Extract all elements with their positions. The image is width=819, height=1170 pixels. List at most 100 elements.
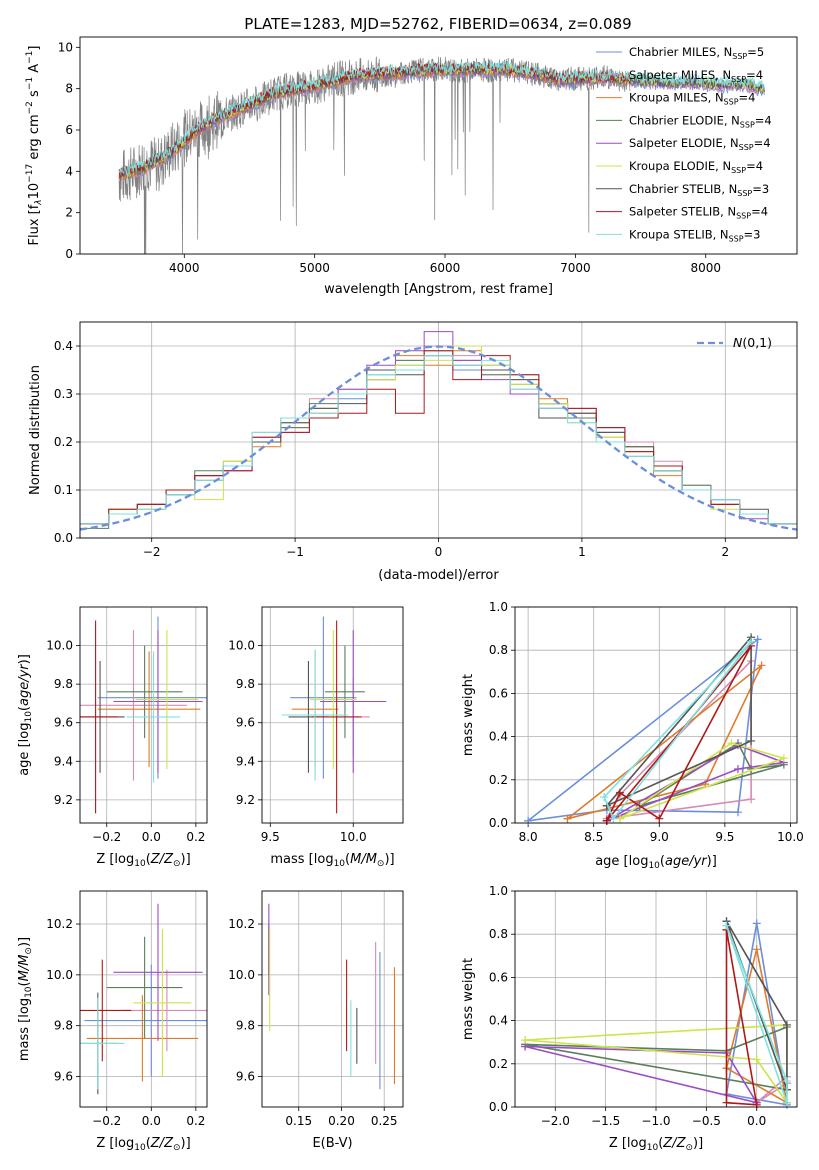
x-tick-label: 8000 xyxy=(690,261,721,275)
errorbar-kroupa-elodie xyxy=(133,929,192,1077)
weight-marker xyxy=(747,795,756,804)
legend-entry: Salpeter MILES, NSSP=4 xyxy=(629,68,763,84)
y-tick-label: 9.6 xyxy=(236,1070,255,1084)
histogram-chabrier-miles xyxy=(80,355,797,538)
axes-frame xyxy=(79,890,208,1108)
x-axis-label: Z [log10(Z/Z⊙)] xyxy=(96,1136,190,1153)
x-axis-label: wavelength [Angstrom, rest frame] xyxy=(324,282,553,297)
y-tick-label: 0.0 xyxy=(489,816,508,830)
y-tick-label: 0.0 xyxy=(489,1100,508,1114)
weight-marker xyxy=(782,1020,791,1029)
weight-marker xyxy=(747,637,756,646)
histogram-chabrier-elodie xyxy=(80,350,797,538)
y-tick-label: 0.3 xyxy=(54,387,73,401)
weight-marker xyxy=(722,921,731,930)
legend-entry: Salpeter ELODIE, NSSP=4 xyxy=(629,136,771,152)
model-spectrum-line xyxy=(118,60,765,175)
errorbar-kroupa-stelib xyxy=(126,651,181,783)
y-tick-label: 9.6 xyxy=(54,716,73,730)
weight-line-chabrier-miles xyxy=(524,635,762,825)
weight-marker xyxy=(615,788,624,797)
weight-marker xyxy=(722,1098,731,1107)
y-tick-label: 9.8 xyxy=(54,677,73,691)
x-tick-label: 0.15 xyxy=(285,1114,312,1128)
y-tick-label: 10.2 xyxy=(46,917,73,931)
weight-marker xyxy=(782,1098,791,1107)
x-tick-label: 8.5 xyxy=(584,830,603,844)
errorbar-chabrier-miles xyxy=(84,964,207,1077)
x-tick-label: 5000 xyxy=(299,261,330,275)
errorbar-salpeter-elodie xyxy=(113,903,203,1041)
y-axis-label: Flux [fλ10−17 erg cm−2 s−1 A−1] xyxy=(25,46,44,246)
errorbar-salpeter-elodie xyxy=(320,630,387,773)
y-axis-label: Normed distribution xyxy=(28,365,43,495)
y-tick-label: 10 xyxy=(58,40,73,54)
y-tick-label: 10.0 xyxy=(46,968,73,982)
x-axis-label: Z [log10(Z/Z⊙)] xyxy=(96,852,190,869)
y-tick-label: 10.0 xyxy=(228,968,255,982)
errorbar-chabrier-elodie xyxy=(106,645,183,739)
errorbar-salpeter-stelib xyxy=(311,620,362,814)
panel-spectrum: 4000 5000 6000 7000 8000 0 2 4 6 8 10 wavelength [A… xyxy=(25,36,798,297)
y-tick-label: 0.1 xyxy=(54,483,73,497)
weight-line-kroupa-miles xyxy=(563,661,766,823)
weight-marker xyxy=(609,814,618,823)
weight-marker xyxy=(521,1036,530,1045)
x-axis-label: (data-model)/error xyxy=(378,568,499,583)
y-tick-label: 9.8 xyxy=(236,1019,255,1033)
y-tick-label: 0.2 xyxy=(54,435,73,449)
x-tick-label: 0.0 xyxy=(142,1114,161,1128)
y-tick-label: 1.0 xyxy=(489,600,508,614)
x-tick-label: −1.5 xyxy=(591,1114,620,1128)
axes-frame xyxy=(79,321,798,539)
gaussian-curve xyxy=(80,345,797,531)
histogram-chabrier-stelib xyxy=(80,355,797,538)
histogram-salpeter-elodie xyxy=(80,331,797,538)
weight-marker xyxy=(733,765,742,773)
weight-marker xyxy=(602,816,611,825)
weight-line-salpeter-elodie xyxy=(521,1042,761,1107)
x-axis-label: E(B-V) xyxy=(312,1136,352,1151)
weight-line-kroupa-stelib xyxy=(600,637,756,823)
legend-entry: Kroupa MILES, NSSP=4 xyxy=(629,91,755,107)
x-tick-label: 0.2 xyxy=(186,1114,205,1128)
y-tick-label: 10.0 xyxy=(46,639,73,653)
x-tick-label: −0.5 xyxy=(692,1114,721,1128)
axes-frame xyxy=(514,606,798,824)
x-tick-label: 9.0 xyxy=(650,830,669,844)
x-tick-label: 0.25 xyxy=(371,1114,398,1128)
panel-age-mass-cross: 9.5 10.0 9.2 9.4 9.6 9.8 10.0 mass [log10(M/M⊙)… xyxy=(228,606,404,869)
spectrum-lines xyxy=(118,56,765,254)
legend-entry: Kroupa STELIB, NSSP=3 xyxy=(629,227,760,243)
y-tick-label: 9.2 xyxy=(236,793,255,807)
y-tick-label: 9.4 xyxy=(236,754,255,768)
x-tick-label: −2.0 xyxy=(541,1114,570,1128)
x-tick-label: 7000 xyxy=(560,261,591,275)
x-tick-label: 0.0 xyxy=(747,1114,766,1128)
errorbar-salpeter-miles xyxy=(80,630,187,781)
y-tick-label: 0.0 xyxy=(54,531,73,545)
y-axis-label: mass [log10(M/M⊙)] xyxy=(17,937,34,1061)
legend-entry: Chabrier ELODIE, NSSP=4 xyxy=(629,113,772,129)
legend-entry: Kroupa ELODIE, NSSP=4 xyxy=(629,159,763,175)
y-tick-label: 0.8 xyxy=(489,643,508,657)
legend-entry: Salpeter STELIB, NSSP=4 xyxy=(629,205,768,221)
errorbar-salpeter-elodie xyxy=(113,630,203,773)
legend-entry: Chabrier MILES, NSSP=5 xyxy=(629,45,764,61)
errorbar-kroupa-elodie xyxy=(310,630,357,769)
y-tick-label: 0.6 xyxy=(489,686,508,700)
weight-marker xyxy=(752,1100,761,1109)
weight-marker xyxy=(752,1055,761,1064)
weight-line-chabrier-stelib xyxy=(602,633,756,810)
errorbar-kroupa-stelib xyxy=(80,997,125,1090)
weight-marker xyxy=(752,919,761,928)
x-tick-label: 9.5 xyxy=(715,830,734,844)
x-tick-label: −1.0 xyxy=(641,1114,670,1128)
weight-marker xyxy=(727,739,736,748)
y-tick-label: 0.4 xyxy=(489,730,508,744)
axes-frame xyxy=(514,890,798,1108)
x-tick-label: 10.0 xyxy=(777,830,804,844)
y-tick-label: 6 xyxy=(65,123,73,137)
y-tick-label: 9.8 xyxy=(236,677,255,691)
